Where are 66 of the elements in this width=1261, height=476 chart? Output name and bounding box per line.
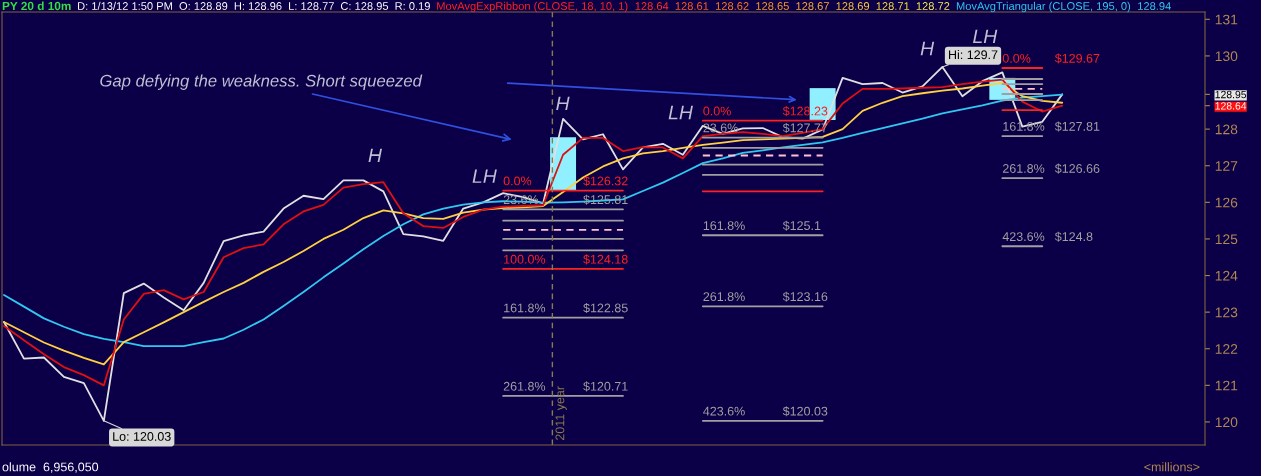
series-label: 0.0% bbox=[703, 106, 731, 116]
text: C: 128.95 bbox=[340, 2, 389, 10]
text: 128.61 bbox=[675, 2, 709, 10]
y-tick-label: 121 bbox=[1215, 380, 1238, 391]
annotation: Gap defying the weakness. Short squeezed bbox=[100, 74, 423, 90]
data-label: $127.81 bbox=[1054, 121, 1100, 132]
chart-title: PY 20 d 10m bbox=[2, 1, 71, 11]
data-label: $120.71 bbox=[583, 381, 628, 392]
text: <millions> bbox=[1144, 462, 1200, 472]
series-label: 0.0% bbox=[1002, 53, 1031, 63]
data-label: $126.32 bbox=[583, 175, 628, 187]
y-tick-label: 126 bbox=[1215, 197, 1238, 208]
data-label: $123.16 bbox=[782, 291, 828, 302]
series-label: 100.0% bbox=[504, 254, 546, 264]
series-label: 261.8% bbox=[1002, 164, 1045, 173]
text: 128.65 bbox=[756, 2, 789, 10]
text: D: 1/13/12 1:50 PM bbox=[78, 1, 172, 10]
text: 128.67 bbox=[796, 2, 829, 10]
text: L: 128.77 bbox=[289, 2, 334, 10]
data-label: $124.18 bbox=[583, 254, 628, 265]
annotation: MovAvgTriangular (CLOSE, 195, 0) bbox=[956, 1, 1131, 13]
annotation: LH bbox=[472, 169, 497, 183]
data-label: $124.8 bbox=[1054, 231, 1093, 242]
annotation: LH bbox=[668, 105, 693, 120]
data-label: $120.03 bbox=[782, 406, 828, 417]
text: 128.71 bbox=[876, 2, 910, 10]
y-tick-label: 123 bbox=[1215, 307, 1238, 318]
data-label: $126.66 bbox=[1054, 163, 1100, 174]
series-label: 261.8% bbox=[703, 292, 745, 302]
y-tick-label: 120 bbox=[1215, 417, 1238, 428]
series-label: 0.0% bbox=[503, 176, 532, 186]
text: 128.64 bbox=[635, 2, 669, 10]
y-tick-label: 122 bbox=[1215, 344, 1238, 354]
text: 128.62 bbox=[715, 2, 749, 10]
data-label: Lo: 120.03 bbox=[113, 432, 171, 441]
text: O: 128.89 bbox=[179, 2, 228, 10]
series-label: 161.8% bbox=[504, 303, 546, 313]
y-tick-label: 128 bbox=[1215, 124, 1238, 135]
text: R: 0.19 bbox=[395, 2, 430, 10]
series-label: 161.8% bbox=[1003, 121, 1045, 131]
data-label: Hi: 129.7 bbox=[949, 49, 998, 60]
annotation: H bbox=[368, 148, 382, 163]
series-label: 423.6% bbox=[703, 406, 745, 416]
y-tick-label: 127 bbox=[1215, 161, 1238, 171]
data-label: $129.67 bbox=[1054, 53, 1100, 64]
y-tick-label: 128.64 bbox=[1215, 102, 1247, 110]
text: 128.69 bbox=[836, 2, 870, 10]
series-label: 423.6% bbox=[1002, 232, 1045, 241]
y-tick-label: 130 bbox=[1215, 51, 1238, 62]
y-tick-label: 125 bbox=[1215, 234, 1238, 245]
data-label: $125.1 bbox=[782, 220, 821, 231]
annotation: LH bbox=[973, 29, 998, 44]
annotation: H bbox=[556, 96, 570, 111]
text: 128.72 bbox=[916, 2, 950, 10]
series-label: 261.8% bbox=[503, 381, 546, 391]
annotation: 2011 year bbox=[555, 386, 567, 441]
annotation: MovAvgExpRibbon (CLOSE, 18, 10, 1) bbox=[437, 1, 628, 13]
y-tick-label: 128.95 bbox=[1215, 90, 1247, 99]
y-tick-label: 124 bbox=[1215, 270, 1238, 281]
series-label: 161.8% bbox=[703, 221, 745, 231]
text: H: 128.96 bbox=[234, 2, 282, 10]
y-tick-label: 131 bbox=[1215, 14, 1238, 25]
text: 128.94 bbox=[1138, 2, 1171, 10]
data-label: $122.85 bbox=[583, 303, 628, 314]
x-axis-title: olume 6,956,050 bbox=[2, 462, 99, 473]
annotation: H bbox=[920, 41, 935, 56]
